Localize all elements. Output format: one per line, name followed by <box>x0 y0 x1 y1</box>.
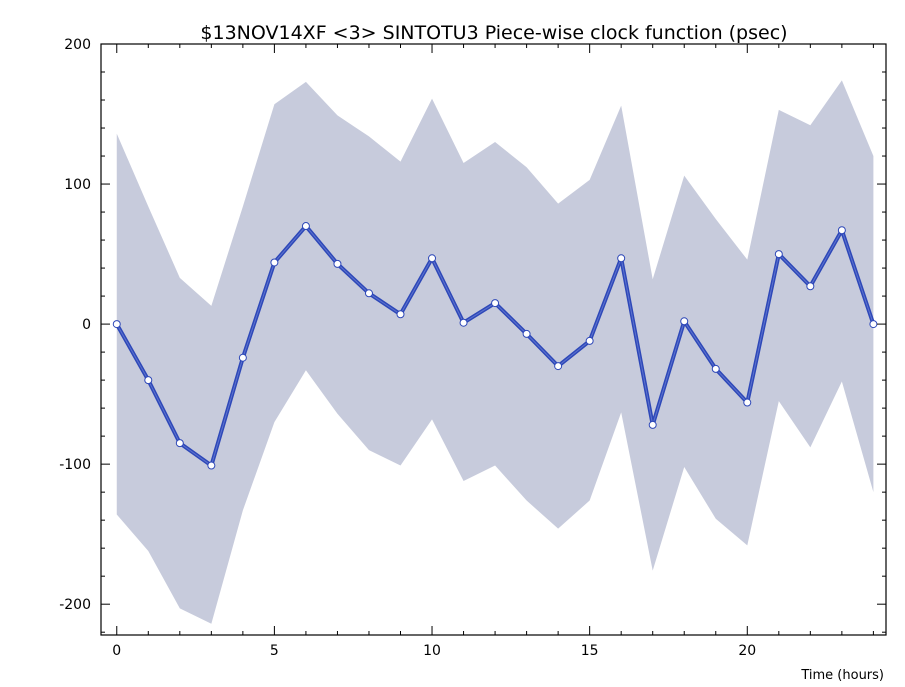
data-point <box>112 320 121 329</box>
y-tick-label: 100 <box>64 177 91 193</box>
data-point <box>396 310 405 319</box>
data-point <box>270 258 279 267</box>
plot-frame <box>100 43 887 636</box>
y-tick-label: -100 <box>59 457 91 473</box>
uncertainty-band <box>116 80 874 624</box>
x-tick-label: 20 <box>738 643 756 659</box>
x-tick-label: 15 <box>581 643 599 659</box>
chart-title: $13NOV14XF <3> SINTOTU3 Piece-wise clock… <box>200 22 787 44</box>
data-point <box>491 299 500 308</box>
data-point <box>459 318 468 327</box>
data-point <box>711 364 720 373</box>
plot-area <box>112 80 878 624</box>
data-point <box>522 329 531 338</box>
x-tick-label: 10 <box>423 643 441 659</box>
data-point <box>869 320 878 329</box>
y-tick-label: 0 <box>82 317 91 333</box>
data-point <box>680 317 689 326</box>
x-axis-label: Time (hours) <box>800 668 884 683</box>
data-point <box>648 420 657 429</box>
x-tick-label: 0 <box>112 643 121 659</box>
data-point <box>428 254 437 263</box>
data-point <box>301 222 310 231</box>
y-tick-label: 200 <box>64 37 91 53</box>
data-point <box>774 250 783 259</box>
y-tick-label: -200 <box>59 597 91 613</box>
axes: 0 5 10 15 20 -200 -100 0 100 200 <box>59 37 887 659</box>
data-point <box>364 289 373 298</box>
data-point <box>743 398 752 407</box>
data-point <box>554 362 563 371</box>
data-point <box>207 461 216 470</box>
data-point <box>837 226 846 235</box>
data-point <box>333 259 342 268</box>
data-point <box>144 376 153 385</box>
data-point <box>238 353 247 362</box>
data-point <box>175 439 184 448</box>
data-point <box>806 282 815 291</box>
data-point <box>617 254 626 263</box>
x-tick-label: 5 <box>270 643 279 659</box>
data-point <box>585 336 594 345</box>
